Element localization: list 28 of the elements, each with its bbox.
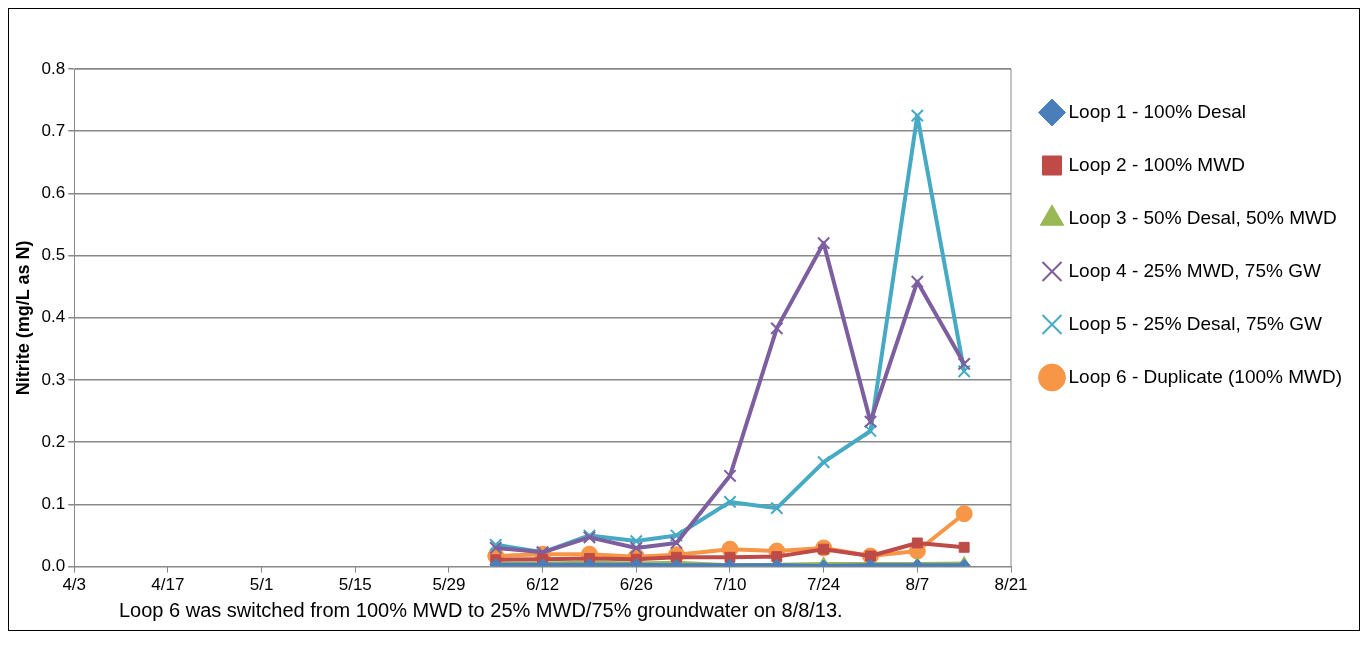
text: Loop 6 was switched from 100% MWD to 25% MWD/75% groundwater on 8/8/13. — [118, 599, 844, 623]
legend-label: Loop 6 - Duplicate (100% MWD) — [1068, 365, 1342, 387]
y-tick-label: 0.7 — [41, 120, 66, 140]
x-tick-label: 6/12 — [526, 575, 560, 595]
x-tick-label: 8/7 — [905, 575, 930, 595]
legend-label: Loop 2 - 100% MWD — [1068, 153, 1245, 175]
y-tick-label: 0.6 — [41, 183, 66, 203]
x-tick-label: 4/17 — [151, 575, 185, 595]
y-axis-title: Nitrite (mg/L as N) — [12, 240, 33, 396]
x-tick-label: 7/24 — [807, 575, 841, 595]
y-tick-label: 0.8 — [41, 58, 66, 78]
y-tick-label: 0.2 — [41, 431, 66, 451]
y-tick-label: 0.4 — [41, 307, 66, 327]
x-tick-label: 5/15 — [338, 575, 372, 595]
y-tick-label: 0.0 — [41, 556, 66, 576]
y-tick-label: 0.3 — [41, 369, 66, 389]
x-tick-label: 8/21 — [994, 575, 1028, 595]
legend-label: Loop 3 - 50% Desal, 50% MWD — [1068, 206, 1337, 228]
y-tick-label: 0.5 — [41, 245, 66, 265]
x-tick-label: 4/3 — [62, 575, 87, 595]
x-tick-label: 6/26 — [619, 575, 653, 595]
legend-label: Loop 5 - 25% Desal, 75% GW — [1068, 312, 1323, 334]
x-tick-label: 5/1 — [249, 575, 274, 595]
legend-label: Loop 4 - 25% MWD, 75% GW — [1068, 259, 1321, 281]
y-tick-label: 0.1 — [41, 494, 66, 514]
x-tick-label: 5/29 — [432, 575, 466, 595]
x-tick-label: 7/10 — [713, 575, 747, 595]
legend-label: Loop 1 - 100% Desal — [1068, 100, 1246, 122]
